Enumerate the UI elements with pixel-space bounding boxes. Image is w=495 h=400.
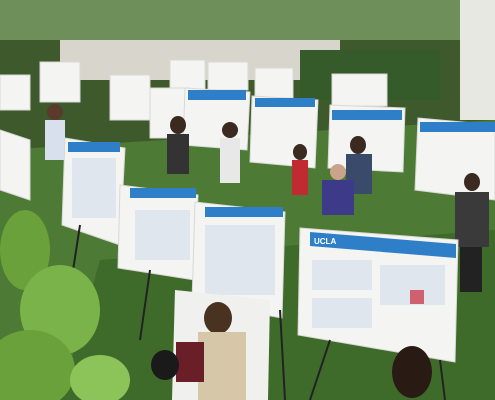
poster-figure <box>205 225 275 295</box>
leaves <box>0 330 75 400</box>
person <box>460 247 482 292</box>
person <box>293 144 307 160</box>
leaves <box>70 355 130 400</box>
poster <box>39 61 81 103</box>
poster-figure <box>410 290 424 304</box>
poster-header <box>205 207 283 217</box>
person <box>45 120 65 160</box>
canopy <box>0 0 495 40</box>
poster-figure <box>312 298 372 328</box>
poster <box>207 61 249 91</box>
poster-header <box>68 142 120 152</box>
poster-header <box>130 188 196 198</box>
easel-leg <box>139 269 151 341</box>
person <box>330 164 346 180</box>
person-head <box>204 302 232 334</box>
person <box>292 160 308 195</box>
person <box>47 104 63 120</box>
easel-leg <box>279 309 286 400</box>
pillar <box>460 0 495 120</box>
poster-figure <box>312 260 372 290</box>
poster-header <box>255 98 315 107</box>
person <box>170 116 186 134</box>
person-head <box>151 350 179 380</box>
poster-header <box>310 232 456 258</box>
person <box>198 332 246 400</box>
plant <box>0 210 130 400</box>
easel-leg <box>439 359 446 400</box>
poster-figure <box>72 158 116 218</box>
person <box>322 180 354 215</box>
person <box>455 192 489 247</box>
person-head <box>392 346 432 398</box>
poster <box>254 67 294 99</box>
poster-header <box>420 122 495 132</box>
crowd <box>45 104 489 292</box>
person <box>222 122 238 138</box>
poster-header <box>332 110 402 120</box>
poster <box>331 73 388 107</box>
poster-label: UCLA <box>314 237 336 246</box>
backpack <box>176 342 204 382</box>
person <box>464 173 480 191</box>
poster-figure <box>135 210 190 260</box>
poster-header <box>188 90 246 100</box>
poster <box>0 129 31 201</box>
person <box>350 136 366 154</box>
leaves <box>0 210 50 290</box>
poster <box>109 74 151 121</box>
easel-leg <box>309 339 331 400</box>
poster <box>169 59 206 91</box>
poster <box>0 74 31 111</box>
person <box>220 138 240 183</box>
front-posters: UCLA <box>0 129 459 400</box>
person <box>167 134 189 174</box>
back-posters <box>0 59 388 121</box>
